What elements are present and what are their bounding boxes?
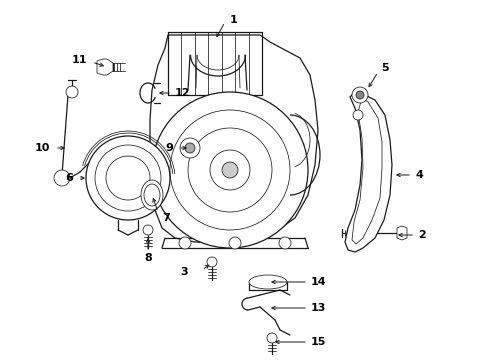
Text: 3: 3 [180, 267, 187, 277]
Text: 8: 8 [144, 253, 152, 263]
Polygon shape [351, 98, 381, 244]
Polygon shape [396, 226, 406, 240]
Text: 11: 11 [71, 55, 87, 65]
Circle shape [266, 333, 276, 343]
Text: 14: 14 [310, 277, 326, 287]
Circle shape [352, 110, 362, 120]
Ellipse shape [248, 275, 286, 289]
Circle shape [187, 128, 271, 212]
Polygon shape [97, 59, 113, 75]
Circle shape [142, 225, 153, 235]
Circle shape [179, 237, 191, 249]
Circle shape [170, 110, 289, 230]
Polygon shape [345, 92, 391, 252]
Text: 12: 12 [175, 88, 190, 98]
Ellipse shape [141, 180, 163, 210]
Circle shape [180, 138, 200, 158]
Circle shape [228, 237, 241, 249]
Circle shape [206, 257, 217, 267]
Circle shape [222, 162, 238, 178]
Circle shape [184, 143, 195, 153]
Polygon shape [150, 35, 317, 243]
Circle shape [355, 91, 363, 99]
Circle shape [86, 136, 170, 220]
Text: 1: 1 [229, 15, 237, 25]
Text: 10: 10 [35, 143, 50, 153]
Circle shape [279, 237, 290, 249]
Text: 13: 13 [310, 303, 325, 313]
Text: 2: 2 [417, 230, 425, 240]
Text: 5: 5 [380, 63, 388, 73]
Circle shape [66, 86, 78, 98]
Circle shape [106, 156, 150, 200]
Circle shape [209, 150, 249, 190]
Text: 4: 4 [414, 170, 422, 180]
Circle shape [54, 170, 70, 186]
Circle shape [152, 92, 307, 248]
Text: 6: 6 [65, 173, 73, 183]
Text: 7: 7 [162, 213, 169, 223]
Circle shape [351, 87, 367, 103]
Circle shape [95, 145, 161, 211]
Text: 15: 15 [310, 337, 325, 347]
Text: 9: 9 [165, 143, 173, 153]
Ellipse shape [143, 184, 160, 206]
